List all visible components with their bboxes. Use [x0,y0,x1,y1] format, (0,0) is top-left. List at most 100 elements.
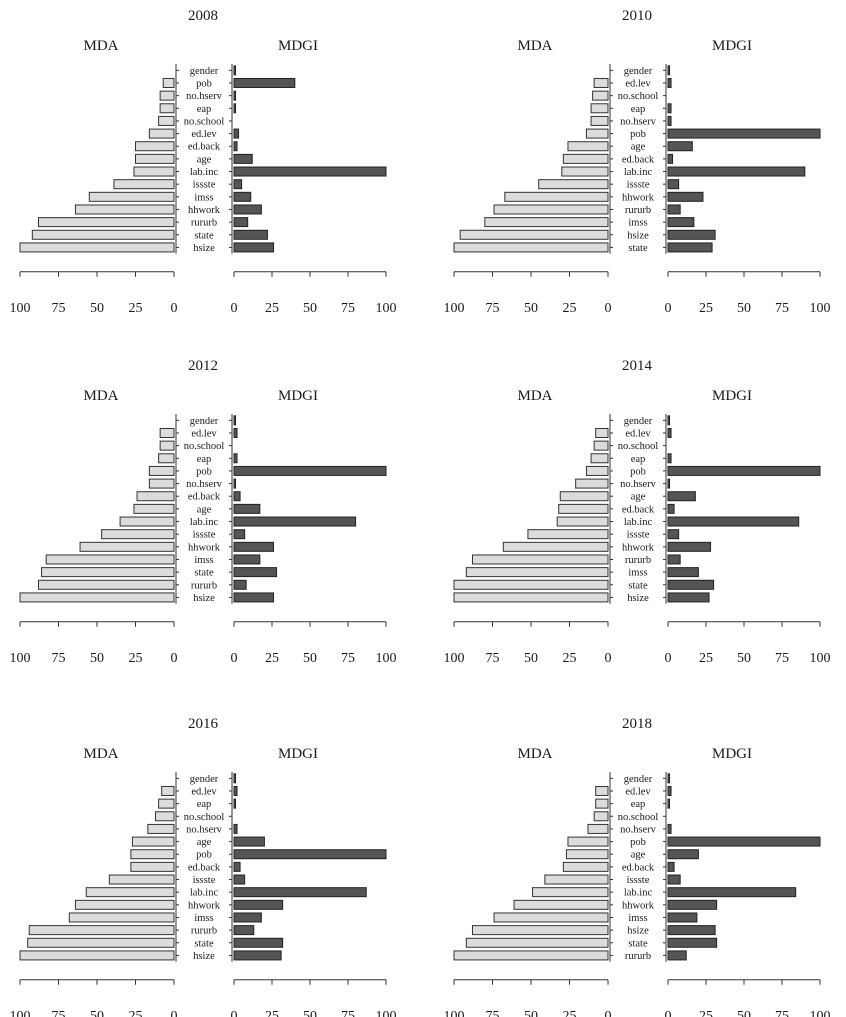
mdgi-bar-age [667,849,699,860]
mda-bar-eap [159,103,175,114]
mda-bar-age [135,153,175,164]
mda-bar-rururb [28,925,175,936]
mda-bar-no.school [155,811,175,822]
mdgi-bar-ed.lev [233,785,238,796]
category-label-gender: gender [190,66,219,77]
category-label-state: state [628,938,648,949]
mda-bar-ed.back [562,861,609,872]
category-label-ed.lev: ed.lev [625,786,651,797]
mda-bar-ed.lev [593,77,609,88]
mdgi-bar-ed.lev [667,427,672,438]
mdgi-x-tick-label: 50 [737,301,751,316]
mda-bar-eap [158,798,175,809]
mdgi-bar-age [233,503,261,514]
category-label-issste: issste [627,875,650,886]
mda-bar-age [567,141,609,152]
category-label-age: age [197,837,212,848]
mdgi-bar-rururb [233,217,249,228]
mdgi-x-tick-label: 25 [265,301,279,316]
mdgi-bar-ed.lev [667,77,672,88]
mdgi-label: MDGI [712,38,752,54]
mdgi-label: MDGI [278,388,318,404]
mdgi-bar-lab.inc [667,516,800,527]
mda-bar-issste [113,179,175,190]
mdgi-x-tick-label: 0 [665,1009,672,1017]
mda-bar-hhwork [74,204,175,215]
mdgi-bar-lab.inc [667,166,806,177]
mda-label: MDA [83,388,118,404]
mda-bar-rururb [471,554,609,565]
mda-bar-imss [88,191,175,202]
mda-bar-eap [158,453,175,464]
mdgi-bar-eap [667,453,672,464]
category-label-hhwork: hhwork [622,192,655,203]
mda-bar-hhwork [513,899,609,910]
panel-title: 2018 [622,716,652,732]
category-label-hsize: hsize [627,926,649,937]
category-label-gender: gender [624,416,653,427]
mdgi-bar-state [233,567,278,578]
mdgi-x-tick-label: 0 [665,301,672,316]
mdgi-bar-issste [667,874,681,885]
mda-x-tick-label: 50 [524,1009,538,1017]
mdgi-bar-no.hserv [667,115,672,126]
mda-label: MDA [83,38,118,54]
mda-x-tick-label: 0 [605,1009,612,1017]
mdgi-bar-imss [667,217,695,228]
mda-x-tick-label: 50 [524,651,538,666]
mda-bar-state [41,567,175,578]
mda-bar-state [453,579,609,590]
mdgi-bar-gender [667,773,671,784]
category-label-hhwork: hhwork [188,900,221,911]
mda-bar-ed.back [558,503,609,514]
category-label-hsize: hsize [193,243,215,254]
panel-title: 2014 [622,358,653,374]
category-label-no.school: no.school [618,441,659,452]
mda-x-tick-label: 75 [486,301,500,316]
mda-bar-issste [108,874,175,885]
category-label-ed.lev: ed.lev [191,129,217,140]
category-label-imss: imss [628,218,647,229]
mdgi-x-tick-label: 50 [303,301,317,316]
category-label-lab.inc: lab.inc [190,888,219,899]
mda-bar-ed.lev [159,427,175,438]
mdgi-bar-imss [667,912,698,923]
mda-bar-pob [585,128,609,139]
mdgi-label: MDGI [278,38,318,54]
category-label-ed.back: ed.back [622,862,655,873]
mdgi-label: MDGI [712,388,752,404]
mda-bar-issste [538,179,609,190]
mdgi-bar-pob [233,77,296,88]
mdgi-x-tick-label: 25 [699,651,713,666]
category-label-state: state [628,243,648,254]
category-label-eap: eap [197,799,212,810]
mda-bar-imss [484,217,609,228]
mda-x-tick-label: 25 [129,1009,143,1017]
category-label-age: age [631,850,646,861]
category-label-ed.back: ed.back [188,862,221,873]
mdgi-bar-age [667,491,696,502]
mdgi-x-tick-label: 0 [231,651,238,666]
mda-bar-pob [567,836,609,847]
mda-bar-hsize [19,242,175,253]
mdgi-bar-rururb [233,579,247,590]
mda-bar-issste [101,529,175,540]
mdgi-bar-gender [667,65,671,76]
mdgi-bar-pob [667,465,821,476]
mda-label: MDA [517,746,552,762]
category-label-imss: imss [628,913,647,924]
category-label-rururb: rururb [625,205,651,216]
mda-bar-eap [595,798,609,809]
mda-bar-imss [493,912,609,923]
mdgi-bar-hsize [233,242,275,253]
mdgi-bar-gender [233,415,237,426]
mdgi-bar-state [667,242,713,253]
mda-bar-ed.back [135,141,175,152]
mda-x-tick-label: 25 [129,301,143,316]
category-label-state: state [194,568,214,579]
category-label-issste: issste [193,530,216,541]
